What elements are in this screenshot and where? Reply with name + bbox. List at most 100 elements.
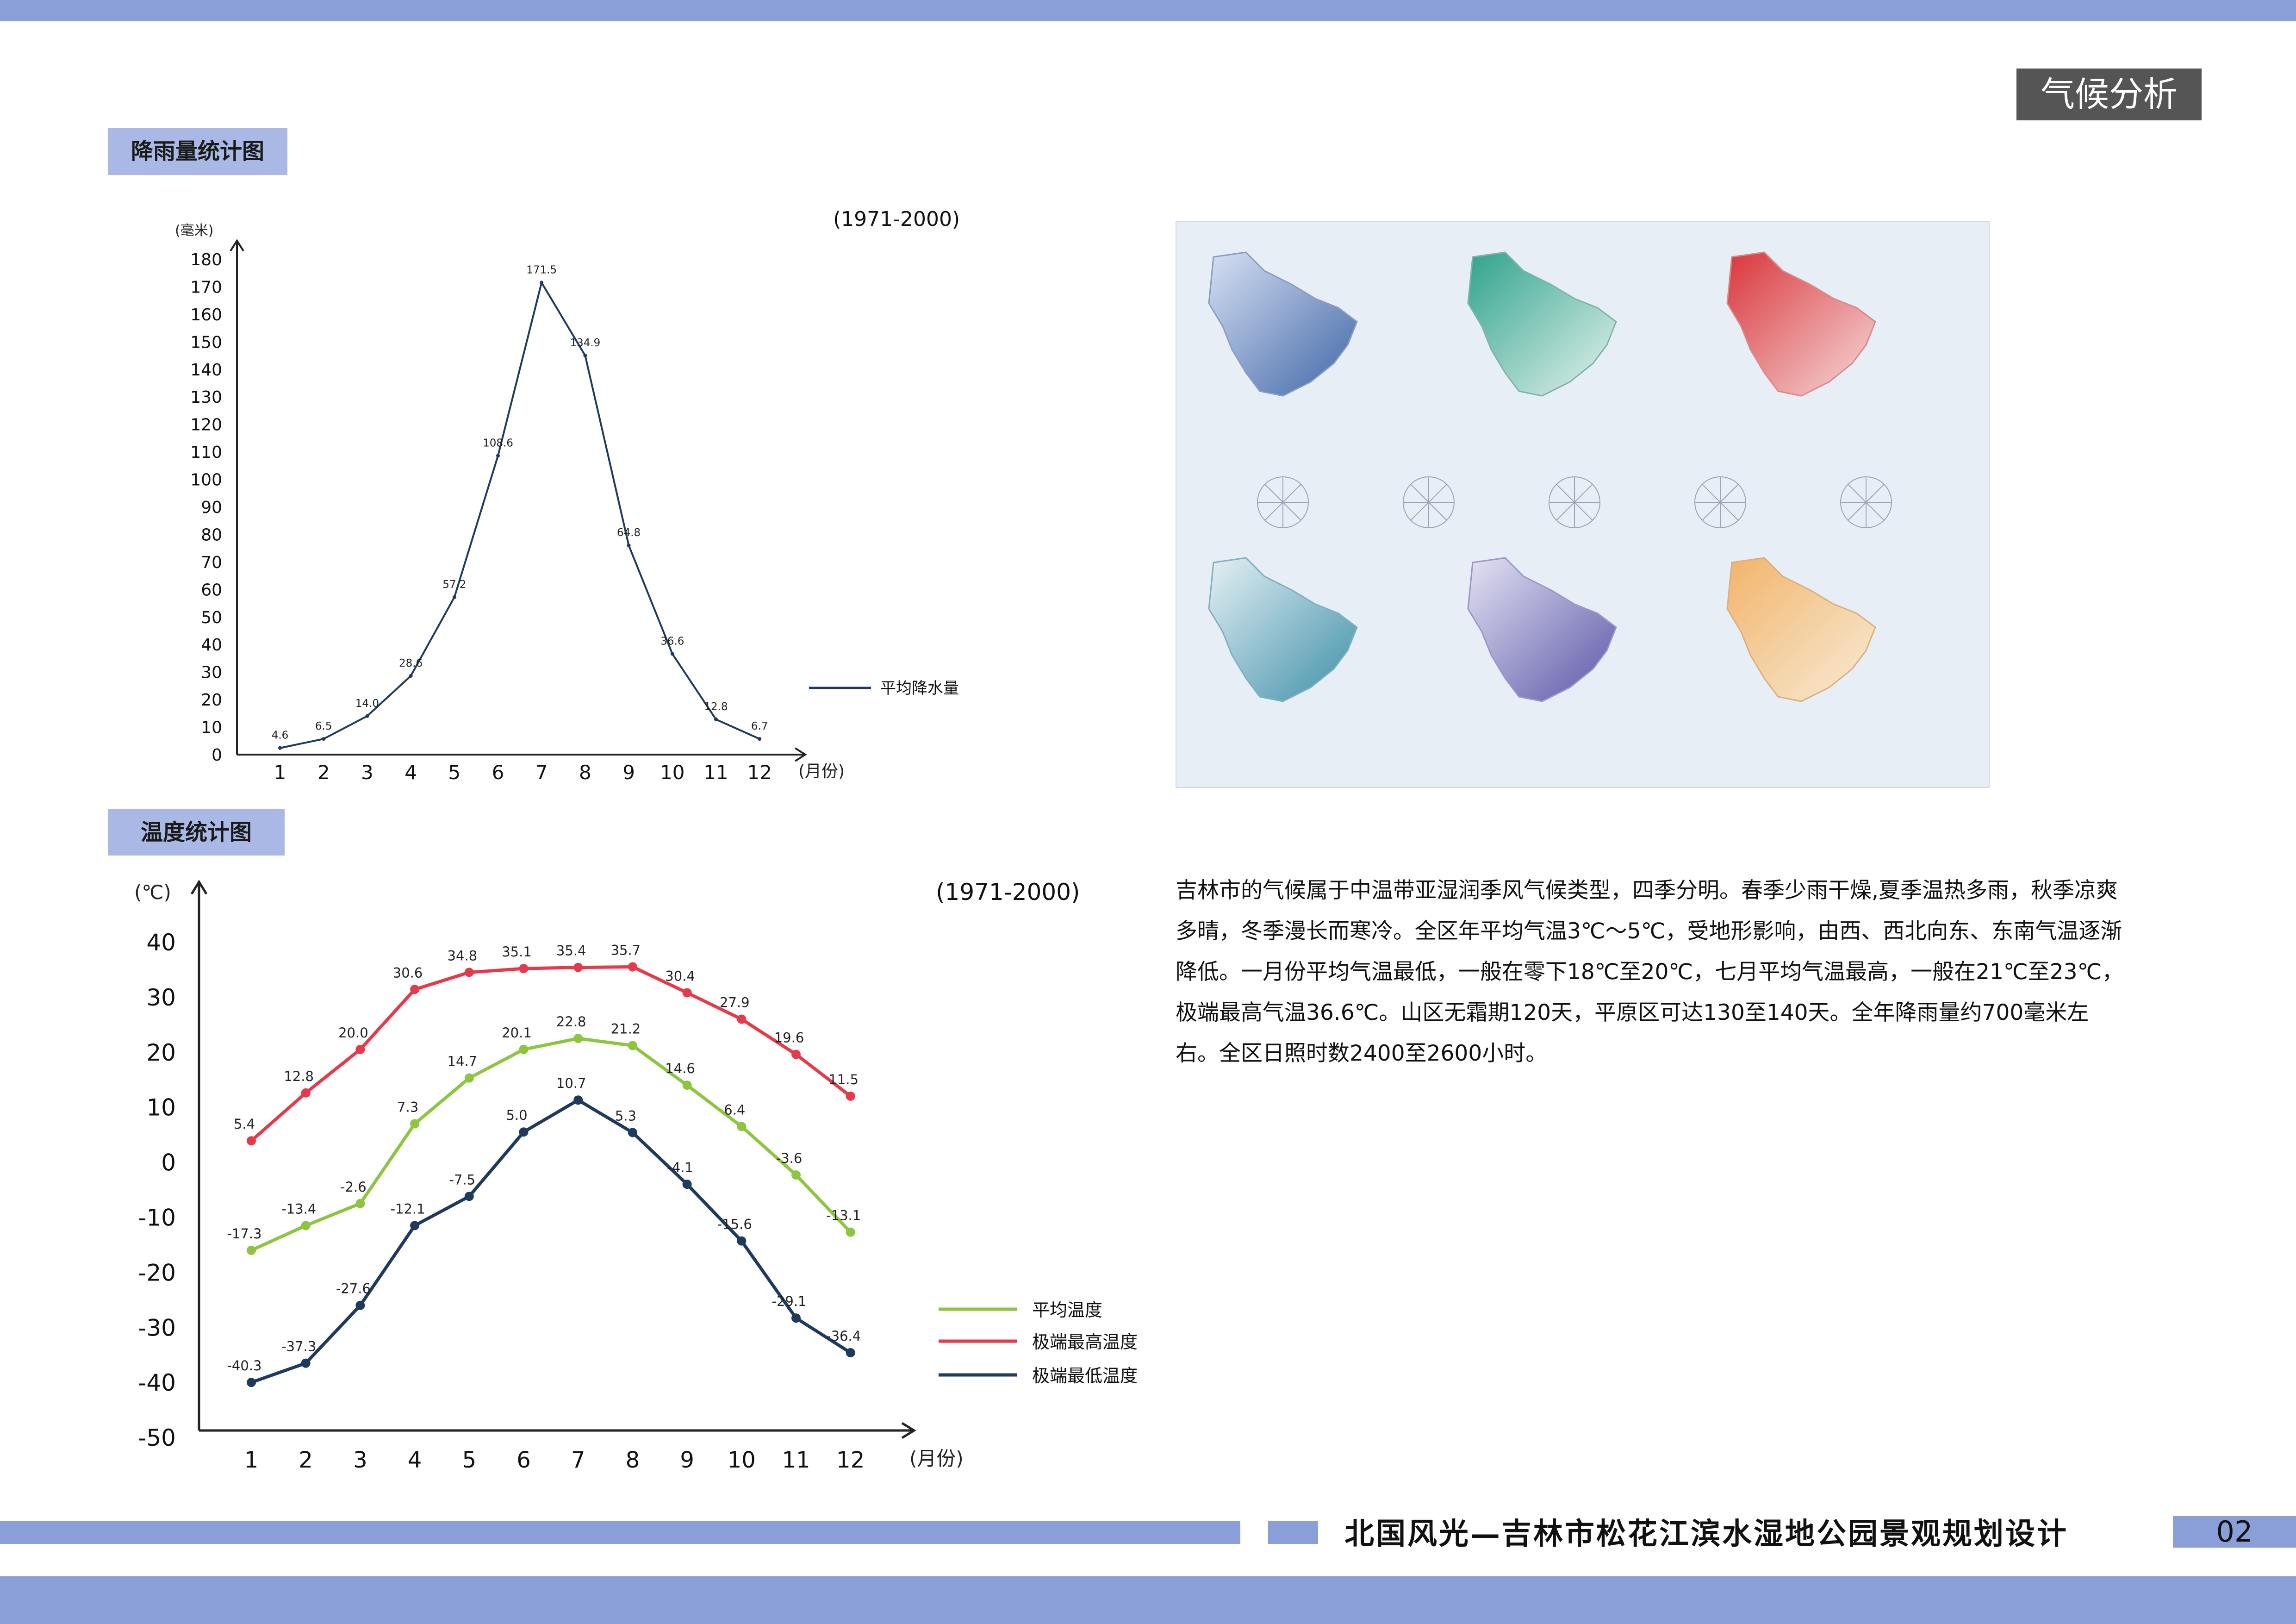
temp-data-label-1: 14.6 <box>665 1061 695 1076</box>
temp-point-3 <box>791 1313 801 1323</box>
rain-point <box>758 737 762 741</box>
temp-x-unit: (月份) <box>909 1447 964 1470</box>
footer-band-left <box>0 1521 1240 1544</box>
rain-chart-label: 降雨量统计图 <box>108 128 287 175</box>
temp-point-2 <box>846 1091 855 1101</box>
wind-rose-3 <box>1549 476 1600 528</box>
temp-x-tick-label: 8 <box>626 1447 640 1473</box>
rain-y-tick-label: 20 <box>201 691 222 710</box>
rain-x-tick-label: 9 <box>622 761 635 784</box>
temp-data-label-2: 30.4 <box>665 968 695 984</box>
temp-x-tick-label: 7 <box>571 1447 585 1473</box>
temp-data-label-2: 20.0 <box>338 1025 368 1041</box>
temp-x-tick-label: 4 <box>408 1447 422 1473</box>
temp-data-label-1: 7.3 <box>397 1099 418 1115</box>
rain-x-unit: (月份) <box>798 762 845 781</box>
temp-data-label-1: 6.4 <box>724 1102 745 1118</box>
rain-data-label: 57.2 <box>442 579 466 591</box>
temp-data-label-1: -2.6 <box>340 1179 367 1195</box>
footer-title: 北国风光—吉林市松花江滨水湿地公园景观规划设计 <box>1344 1517 2068 1551</box>
rain-y-tick-label: 170 <box>190 278 222 297</box>
temp-point-1 <box>247 1245 256 1255</box>
rain-y-tick-label: 180 <box>190 250 222 269</box>
temp-x-tick-label: 3 <box>353 1447 367 1473</box>
temp-data-label-3: -37.3 <box>281 1339 316 1355</box>
rain-x-tick-label: 2 <box>317 761 330 784</box>
climate-maps-illustration <box>1208 251 1892 702</box>
rain-y-tick-label: 100 <box>190 471 222 490</box>
temp-point-3 <box>301 1358 311 1368</box>
rain-x-tick-label: 11 <box>703 761 728 784</box>
temp-chart-label: 温度统计图 <box>108 809 285 856</box>
temp-point-1 <box>628 1041 637 1050</box>
temp-point-1 <box>846 1227 855 1237</box>
rain-point <box>409 674 413 678</box>
temp-point-1 <box>682 1081 692 1090</box>
temp-y-tick-label: 20 <box>146 1039 176 1066</box>
rain-x-arrow <box>794 747 807 762</box>
temp-x-tick-label: 12 <box>836 1447 865 1473</box>
temp-data-label-3: 10.7 <box>556 1075 586 1091</box>
rain-legend-label: 平均降水量 <box>880 679 959 698</box>
rain-point <box>670 652 674 656</box>
temp-point-3 <box>410 1221 420 1230</box>
rain-y-arrow <box>230 239 244 252</box>
temp-point-3 <box>573 1095 583 1105</box>
wind-rose-5 <box>1840 476 1892 528</box>
temp-x-tick-label: 9 <box>680 1447 694 1473</box>
temp-data-label-2: 34.8 <box>448 948 478 963</box>
legend-label-avg: 平均温度 <box>1032 1300 1102 1320</box>
temp-point-3 <box>519 1127 529 1137</box>
rain-data-label: 134.9 <box>570 337 600 349</box>
rain-data-label: 6.7 <box>751 720 768 732</box>
rain-point <box>452 595 456 599</box>
temp-data-label-2: 19.6 <box>774 1030 804 1046</box>
temp-point-3 <box>355 1300 365 1310</box>
rain-y-tick-label: 10 <box>201 718 222 737</box>
rain-x-tick-label: 4 <box>404 761 417 784</box>
temp-data-label-1: 20.1 <box>502 1025 532 1041</box>
temp-x-tick-label: 10 <box>728 1447 756 1473</box>
temp-data-label-1: -3.6 <box>776 1150 803 1166</box>
rain-y-tick-label: 120 <box>190 416 222 435</box>
wind-rose-1 <box>1257 476 1309 528</box>
rain-point <box>583 354 587 358</box>
rain-data-label: 4.6 <box>272 730 289 742</box>
climate-description: 吉林市的气候属于中温带亚湿润季风气候类型，四季分明。春季少雨干燥,夏季温热多雨，… <box>1176 878 2124 1066</box>
rain-data-label: 14.0 <box>355 698 379 710</box>
temp-data-label-2: 35.7 <box>611 943 641 958</box>
map-humidity <box>1208 557 1358 702</box>
wind-rose-2 <box>1403 476 1455 528</box>
temp-data-label-3: -40.3 <box>227 1358 261 1374</box>
temp-y-tick-label: -10 <box>138 1205 176 1231</box>
legend-label-max: 极端最高温度 <box>1032 1332 1138 1352</box>
rain-y-tick-label: 50 <box>201 608 222 627</box>
page-number: 02 <box>2173 1516 2296 1548</box>
temp-x-arrow <box>901 1422 916 1439</box>
temp-point-1 <box>464 1073 474 1083</box>
temp-x-tick-label: 5 <box>462 1447 477 1473</box>
rain-y-tick-label: 30 <box>201 663 222 682</box>
rain-point <box>278 746 282 750</box>
rain-x-tick-label: 10 <box>660 761 684 784</box>
temp-point-2 <box>519 964 529 974</box>
temp-x-tick-label: 11 <box>782 1447 810 1473</box>
temp-x-tick-label: 2 <box>299 1447 313 1473</box>
temp-point-1 <box>410 1119 420 1129</box>
map-sunshine <box>1726 557 1876 702</box>
rain-series-line <box>280 280 760 749</box>
top-band <box>0 0 2296 21</box>
rain-data-label: 108.6 <box>483 437 513 449</box>
temp-series-line-1 <box>250 1037 852 1252</box>
temp-point-2 <box>573 962 583 972</box>
temp-data-label-1: -13.1 <box>826 1208 861 1224</box>
bottom-band <box>0 1576 2296 1624</box>
temp-data-label-2: 35.4 <box>556 943 586 959</box>
temp-point-2 <box>301 1088 311 1098</box>
map-summer-precip <box>1467 251 1617 397</box>
temp-point-3 <box>464 1192 474 1201</box>
temp-data-label-3: -36.4 <box>826 1328 861 1344</box>
temp-data-label-1: 21.2 <box>611 1021 641 1037</box>
rain-data-label: 64.8 <box>617 527 641 539</box>
